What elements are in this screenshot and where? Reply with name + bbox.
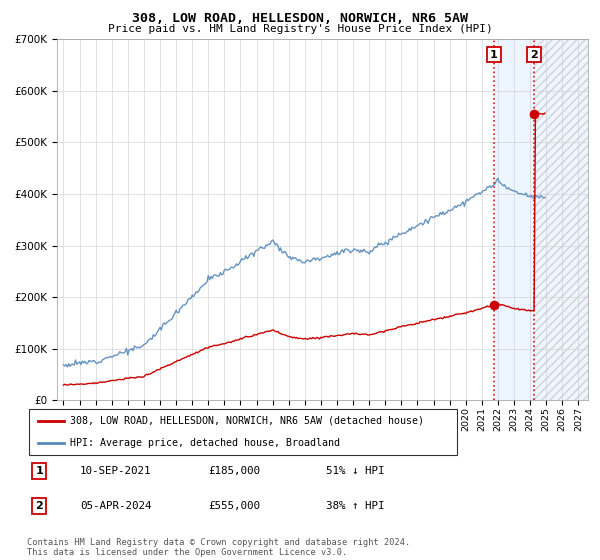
Text: HPI: Average price, detached house, Broadland: HPI: Average price, detached house, Broa… <box>70 437 340 447</box>
Bar <box>534 39 588 400</box>
Text: 10-SEP-2021: 10-SEP-2021 <box>80 466 152 476</box>
Text: Contains HM Land Registry data © Crown copyright and database right 2024.
This d: Contains HM Land Registry data © Crown c… <box>27 538 410 557</box>
Text: 1: 1 <box>490 50 498 60</box>
Text: 308, LOW ROAD, HELLESDON, NORWICH, NR6 5AW: 308, LOW ROAD, HELLESDON, NORWICH, NR6 5… <box>132 12 468 25</box>
Text: 51% ↓ HPI: 51% ↓ HPI <box>326 466 384 476</box>
Text: 308, LOW ROAD, HELLESDON, NORWICH, NR6 5AW (detached house): 308, LOW ROAD, HELLESDON, NORWICH, NR6 5… <box>70 416 424 426</box>
Text: 38% ↑ HPI: 38% ↑ HPI <box>326 501 384 511</box>
FancyBboxPatch shape <box>29 409 457 455</box>
Text: 05-APR-2024: 05-APR-2024 <box>80 501 152 511</box>
Text: Price paid vs. HM Land Registry's House Price Index (HPI): Price paid vs. HM Land Registry's House … <box>107 24 493 34</box>
Text: £185,000: £185,000 <box>208 466 260 476</box>
Text: 1: 1 <box>35 466 43 476</box>
Bar <box>494 39 534 400</box>
Text: 2: 2 <box>530 50 538 60</box>
Text: 2: 2 <box>35 501 43 511</box>
Bar <box>534 39 588 400</box>
Text: £555,000: £555,000 <box>208 501 260 511</box>
